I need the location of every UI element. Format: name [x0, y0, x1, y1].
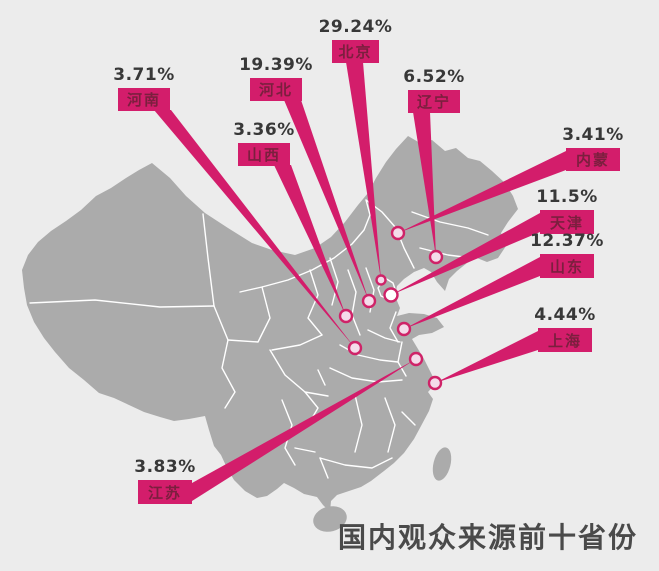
region-name-label-liaoning: 辽宁	[408, 90, 460, 113]
region-name-label-neimeng: 内蒙	[566, 148, 620, 171]
connector-henan	[154, 110, 355, 348]
callout-shanghai: 4.44% 上海	[534, 305, 595, 352]
region-name-label-shanghai: 上海	[538, 328, 592, 352]
point-liaoning	[428, 249, 444, 265]
callout-shandong: 12.37% 山东	[530, 231, 603, 278]
region-name-label-tianjin: 天津	[540, 210, 594, 234]
connector-shanghai	[435, 331, 538, 383]
value-label-hebei: 19.39%	[239, 55, 313, 75]
value-label-shanghai: 4.44%	[534, 305, 596, 325]
point-jiangsu	[408, 351, 424, 367]
region-name-label-beijing: 北京	[332, 40, 379, 63]
callout-hebei: 19.39% 河北	[239, 55, 312, 101]
callout-connectors	[154, 62, 566, 501]
callout-neimeng: 3.41% 内蒙	[562, 125, 623, 171]
point-henan	[347, 340, 363, 356]
value-label-shandong: 12.37%	[530, 231, 604, 251]
value-label-shanxi: 3.36%	[233, 120, 295, 140]
connector-hebei	[284, 100, 369, 301]
connector-shanxi	[274, 165, 346, 316]
region-name-label-jiangsu: 江苏	[138, 480, 192, 504]
value-label-henan: 3.71%	[113, 65, 175, 85]
callout-jiangsu: 3.83% 江苏	[134, 457, 195, 504]
point-tianjin	[383, 287, 399, 303]
connector-beijing	[346, 62, 381, 280]
callout-tianjin: 11.5% 天津	[536, 187, 597, 234]
connector-jiangsu	[192, 359, 416, 501]
taiwan-island	[432, 447, 452, 481]
region-name-label-hebei: 河北	[250, 78, 302, 101]
region-name-label-henan: 河南	[118, 88, 170, 111]
point-neimeng	[390, 225, 406, 241]
value-label-liaoning: 6.52%	[403, 67, 465, 87]
callout-henan: 3.71% 河南	[113, 65, 174, 111]
callout-beijing: 29.24% 北京	[319, 17, 392, 63]
connector-tianjin	[391, 213, 540, 295]
data-points	[338, 225, 444, 391]
point-beijing	[375, 274, 387, 286]
value-label-tianjin: 11.5%	[536, 187, 598, 207]
callout-shanxi: 3.36% 山西	[233, 120, 294, 166]
point-shanghai	[427, 375, 443, 391]
value-label-jiangsu: 3.83%	[134, 457, 196, 477]
region-name-label-shandong: 山东	[540, 254, 594, 278]
point-shanxi	[338, 308, 354, 324]
chart-title: 国内观众来源前十省份	[338, 521, 639, 554]
china-mainland-shape	[22, 136, 518, 532]
connector-neimeng	[398, 151, 566, 233]
connector-shandong	[404, 257, 540, 329]
region-name-label-shanxi: 山西	[238, 143, 290, 166]
callout-liaoning: 6.52% 辽宁	[403, 67, 464, 113]
hainan-island	[313, 506, 347, 532]
point-hebei	[361, 293, 377, 309]
value-label-beijing: 29.24%	[318, 17, 393, 37]
point-shandong	[396, 321, 412, 337]
value-label-neimeng: 3.41%	[562, 125, 624, 145]
